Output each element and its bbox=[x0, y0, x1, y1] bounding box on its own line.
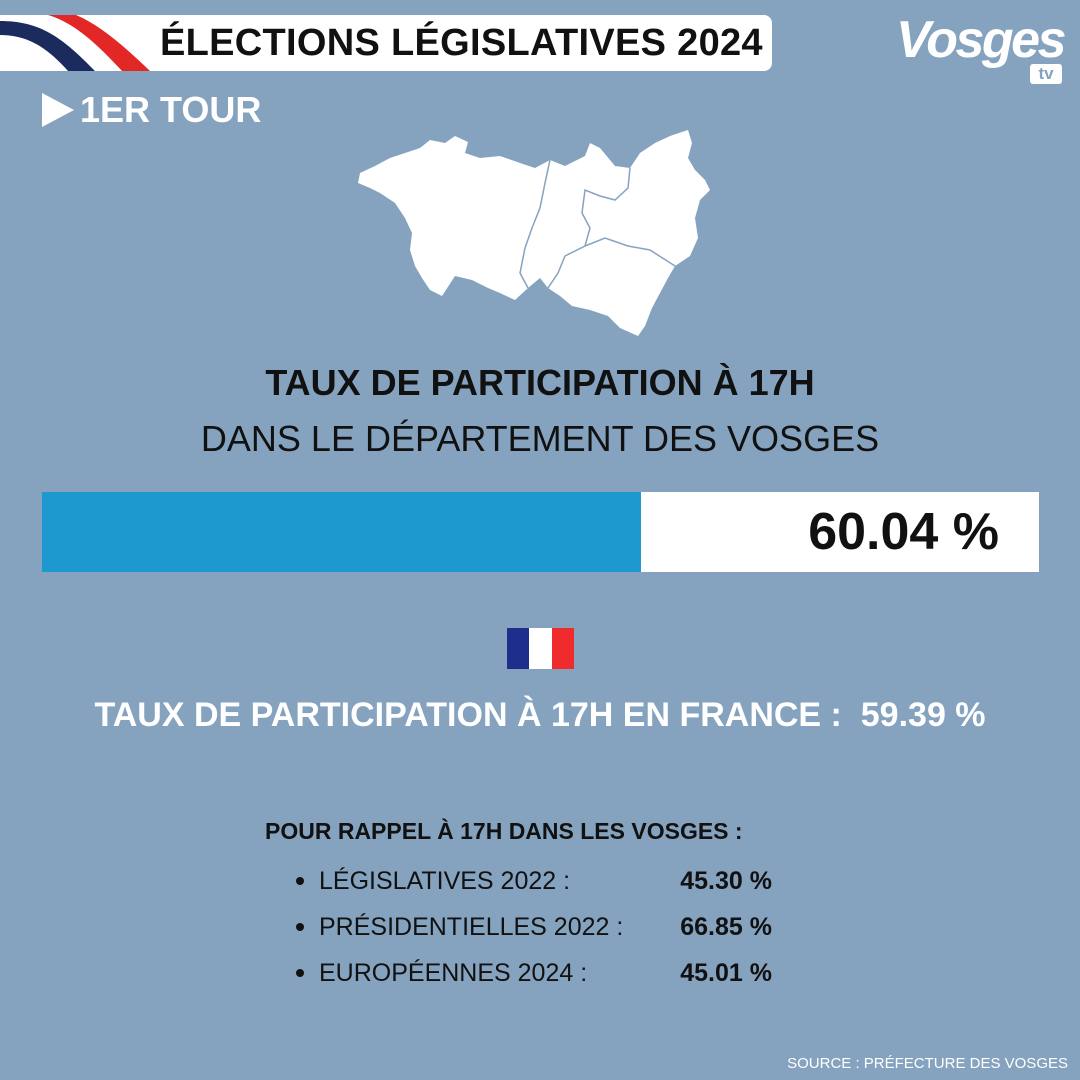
rappel-label: EUROPÉENNES 2024 : bbox=[319, 959, 588, 987]
vosges-tv-logo[interactable]: Vosges tv bbox=[896, 10, 1070, 86]
participation-progress-fill bbox=[42, 492, 641, 572]
vosges-department-map-icon bbox=[358, 130, 710, 336]
rappel-list: LÉGISLATIVES 2022 : 45.30 % PRÉSIDENTIEL… bbox=[296, 863, 776, 1001]
rappel-label: PRÉSIDENTIELLES 2022 : bbox=[319, 913, 624, 941]
rappel-label: LÉGISLATIVES 2022 : bbox=[319, 867, 571, 895]
page-title: ÉLECTIONS LÉGISLATIVES 2024 bbox=[160, 22, 763, 64]
france-participation-line: TAUX DE PARTICIPATION À 17H EN FRANCE : … bbox=[94, 696, 986, 734]
logo-tv-badge: tv bbox=[1030, 64, 1062, 84]
list-item: LÉGISLATIVES 2022 : 45.30 % bbox=[296, 863, 776, 909]
logo-word: Vosges bbox=[895, 11, 1067, 69]
play-arrow-icon bbox=[42, 93, 74, 127]
tour-label: 1ER TOUR bbox=[80, 89, 262, 130]
rappel-value: 45.30 % bbox=[680, 867, 772, 895]
participation-title: TAUX DE PARTICIPATION À 17H bbox=[265, 362, 815, 403]
participation-value: 60.04 % bbox=[808, 503, 999, 561]
rappel-value: 45.01 % bbox=[680, 959, 772, 987]
rappel-title: POUR RAPPEL À 17H DANS LES VOSGES : bbox=[265, 818, 743, 844]
source-credit: SOURCE : PRÉFECTURE DES VOSGES bbox=[787, 1055, 1068, 1072]
list-item: EUROPÉENNES 2024 : 45.01 % bbox=[296, 955, 776, 1001]
flag-ribbon-icon bbox=[0, 15, 150, 71]
bullet-icon bbox=[296, 969, 304, 977]
bullet-icon bbox=[296, 923, 304, 931]
participation-subtitle: DANS LE DÉPARTEMENT DES VOSGES bbox=[200, 418, 880, 459]
rappel-value: 66.85 % bbox=[680, 913, 772, 941]
participation-progress-bar: 60.04 % bbox=[42, 492, 1039, 572]
header-banner: ÉLECTIONS LÉGISLATIVES 2024 bbox=[0, 15, 772, 71]
french-flag-icon bbox=[507, 628, 574, 669]
list-item: PRÉSIDENTIELLES 2022 : 66.85 % bbox=[296, 909, 776, 955]
tour-badge: 1ER TOUR bbox=[42, 88, 261, 132]
bullet-icon bbox=[296, 877, 304, 885]
